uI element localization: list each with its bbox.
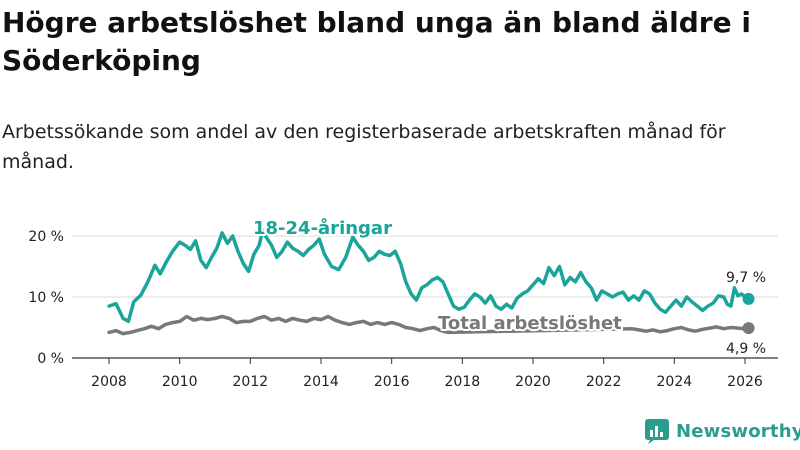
- y-tick-label: 20 %: [28, 229, 64, 245]
- series-lines: [107, 228, 755, 336]
- brand-logo: Newsworthy: [644, 418, 800, 444]
- end-point-young: [742, 292, 755, 305]
- x-tick-label: 2018: [445, 374, 481, 390]
- brand-name: Newsworthy: [676, 420, 800, 442]
- x-tick-label: 2008: [91, 374, 127, 390]
- y-tick-label: 0 %: [37, 351, 64, 367]
- series-labels: 18-24-åringar Total arbetslöshet 9,7 % 4,9 …: [251, 215, 766, 357]
- x-tick-label: 2024: [657, 374, 693, 390]
- value-label-young: 9,7 %: [726, 270, 766, 286]
- y-axis-ticks: 0 % 10 % 20 %: [28, 229, 64, 367]
- series-line-total: [107, 314, 751, 336]
- series-line-young: [107, 228, 751, 324]
- x-tick-label: 2022: [586, 374, 622, 390]
- page-title: Högre arbetslöshet bland unga än bland ä…: [2, 6, 751, 77]
- x-tick-label: 2012: [233, 374, 269, 390]
- y-tick-label: 10 %: [28, 290, 64, 306]
- x-tick-label: 2016: [374, 374, 410, 390]
- gridlines: [72, 235, 778, 359]
- series-label-total: Total arbetslöshet: [438, 313, 622, 334]
- x-tick-label: 2010: [162, 374, 198, 390]
- x-tick-label: 2026: [727, 374, 763, 390]
- end-point-total: [742, 322, 755, 335]
- x-tick-label: 2020: [515, 374, 551, 390]
- value-label-total: 4,9 %: [726, 341, 766, 357]
- x-axis-ticks: 2008 2010 2012 2014 2016 2018 2020 2022 2024 2026: [91, 358, 763, 390]
- chart-subtitle: Arbetssökande som andel av den registerb…: [2, 121, 726, 173]
- x-tick-label: 2014: [303, 374, 339, 390]
- series-label-young: 18-24-åringar: [253, 217, 392, 239]
- newsworthy-logo-icon: [645, 419, 669, 444]
